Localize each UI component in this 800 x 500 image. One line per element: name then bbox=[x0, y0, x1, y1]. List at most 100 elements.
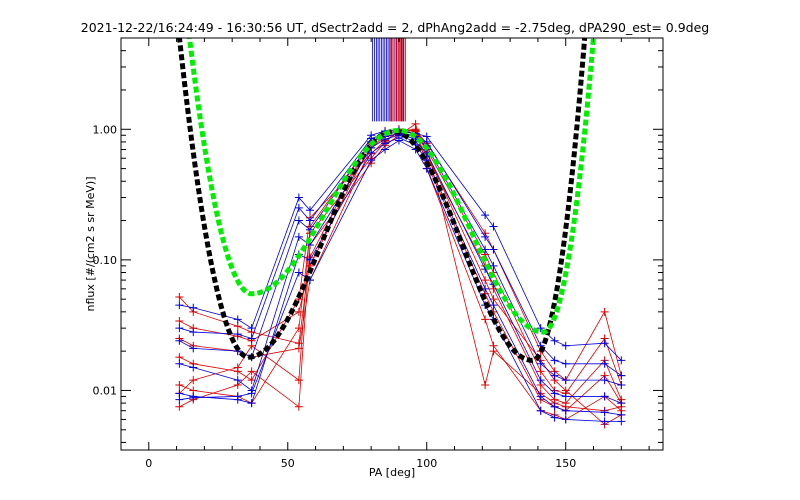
plot-clip-group bbox=[175, 38, 626, 429]
blue-series-point bbox=[617, 356, 626, 365]
blue-series-point bbox=[561, 341, 570, 350]
blue-series-point bbox=[489, 301, 498, 310]
blue-series-line bbox=[179, 130, 622, 361]
blue-series-point bbox=[536, 376, 545, 385]
blue-series-line bbox=[179, 137, 622, 416]
blue-series-point bbox=[550, 371, 559, 380]
blue-series-point bbox=[600, 376, 609, 385]
x-axis-label: PA [deg] bbox=[369, 466, 415, 479]
blue-series-line bbox=[179, 133, 622, 386]
x-tick-label: 0 bbox=[145, 457, 152, 470]
x-tick-label: 150 bbox=[555, 457, 576, 470]
blue-series-point bbox=[175, 336, 184, 345]
blue-series-point bbox=[175, 395, 184, 404]
blue-series-point bbox=[617, 399, 626, 408]
red-series-point bbox=[175, 402, 184, 411]
series-layer bbox=[175, 38, 626, 429]
blue-series-point bbox=[247, 324, 256, 333]
blue-series-point bbox=[600, 417, 609, 426]
blue-series-point bbox=[489, 261, 498, 270]
blue-series-point bbox=[550, 402, 559, 411]
y-axis-label: nflux [#/(cm2 s sr MeV)] bbox=[84, 177, 97, 312]
blue-series-point bbox=[536, 406, 545, 415]
blue-series-point bbox=[600, 392, 609, 401]
blue-series-point bbox=[294, 232, 303, 241]
red-series-point bbox=[175, 292, 184, 301]
red-series-point bbox=[189, 376, 198, 385]
chart-title: 2021-12-22/16:24:49 - 16:30:56 UT, dSect… bbox=[81, 20, 709, 35]
blue-series-point bbox=[233, 330, 242, 339]
y-tick-label: 0.10 bbox=[93, 254, 118, 267]
blue-series-point bbox=[550, 413, 559, 422]
blue-series-point bbox=[489, 222, 498, 231]
blue-series-point bbox=[189, 303, 198, 312]
red-series-point bbox=[175, 381, 184, 390]
blue-series-point bbox=[381, 145, 390, 154]
blue-series-point bbox=[189, 328, 198, 337]
blue-series-point bbox=[233, 315, 242, 324]
blue-series-point bbox=[550, 336, 559, 345]
blue-series-point bbox=[306, 206, 315, 215]
blue-series-point bbox=[600, 339, 609, 348]
blue-series-point bbox=[189, 393, 198, 402]
blue-series-point bbox=[617, 381, 626, 390]
blue-series-point bbox=[294, 268, 303, 277]
blue-series-point bbox=[481, 211, 490, 220]
blue-series-point bbox=[294, 216, 303, 225]
blue-series-point bbox=[189, 363, 198, 372]
red-series-point bbox=[247, 367, 256, 376]
plot-frame bbox=[120, 37, 664, 451]
blue-series-point bbox=[294, 203, 303, 212]
red-series-point bbox=[175, 317, 184, 326]
blue-series-point bbox=[600, 359, 609, 368]
blue-series-point bbox=[233, 376, 242, 385]
blue-series-point bbox=[247, 389, 256, 398]
blue-series-point bbox=[561, 376, 570, 385]
blue-series-point bbox=[247, 334, 256, 343]
red-series-point bbox=[294, 324, 303, 333]
blue-series-point bbox=[536, 359, 545, 368]
blue-series-point bbox=[561, 359, 570, 368]
red-series-point bbox=[294, 376, 303, 385]
red-series-point bbox=[233, 322, 242, 331]
blue-series-point bbox=[600, 408, 609, 417]
red-series-point bbox=[294, 402, 303, 411]
blue-series-point bbox=[294, 193, 303, 202]
blue-series-point bbox=[561, 392, 570, 401]
blue-series-point bbox=[536, 324, 545, 333]
red-series-point bbox=[489, 347, 498, 356]
blue-series-point bbox=[306, 216, 315, 225]
blue-series-point bbox=[394, 136, 403, 145]
red-series-point bbox=[481, 276, 490, 285]
blue-series-point bbox=[175, 359, 184, 368]
blue-series-point bbox=[536, 392, 545, 401]
blue-series-point bbox=[550, 389, 559, 398]
blue-series-point bbox=[617, 371, 626, 380]
blue-series-point bbox=[481, 245, 490, 254]
blue-series-point bbox=[175, 301, 184, 310]
blue-series-point bbox=[561, 406, 570, 415]
blue-series-point bbox=[233, 392, 242, 401]
blue-series-point bbox=[489, 245, 498, 254]
blue-series-point bbox=[247, 399, 256, 408]
blue-series-point bbox=[561, 415, 570, 424]
red-series-point bbox=[233, 363, 242, 372]
red-series-point bbox=[481, 315, 490, 324]
fit-curve-green bbox=[186, 38, 596, 335]
blue-series-point bbox=[617, 417, 626, 426]
fit-curve-black bbox=[176, 38, 588, 363]
red-series-point bbox=[536, 367, 545, 376]
red-series-point bbox=[600, 307, 609, 316]
x-tick-label: 100 bbox=[416, 457, 437, 470]
blue-series-point bbox=[481, 232, 490, 241]
y-tick-label: 1.00 bbox=[93, 123, 118, 136]
blue-series-point bbox=[189, 344, 198, 353]
red-series-point bbox=[247, 376, 256, 385]
red-series-point bbox=[247, 341, 256, 350]
blue-series-point bbox=[367, 148, 376, 157]
x-tick-label: 50 bbox=[281, 457, 295, 470]
blue-series-point bbox=[550, 356, 559, 365]
red-series-point bbox=[481, 381, 490, 390]
y-tick-label: 0.01 bbox=[93, 384, 118, 397]
